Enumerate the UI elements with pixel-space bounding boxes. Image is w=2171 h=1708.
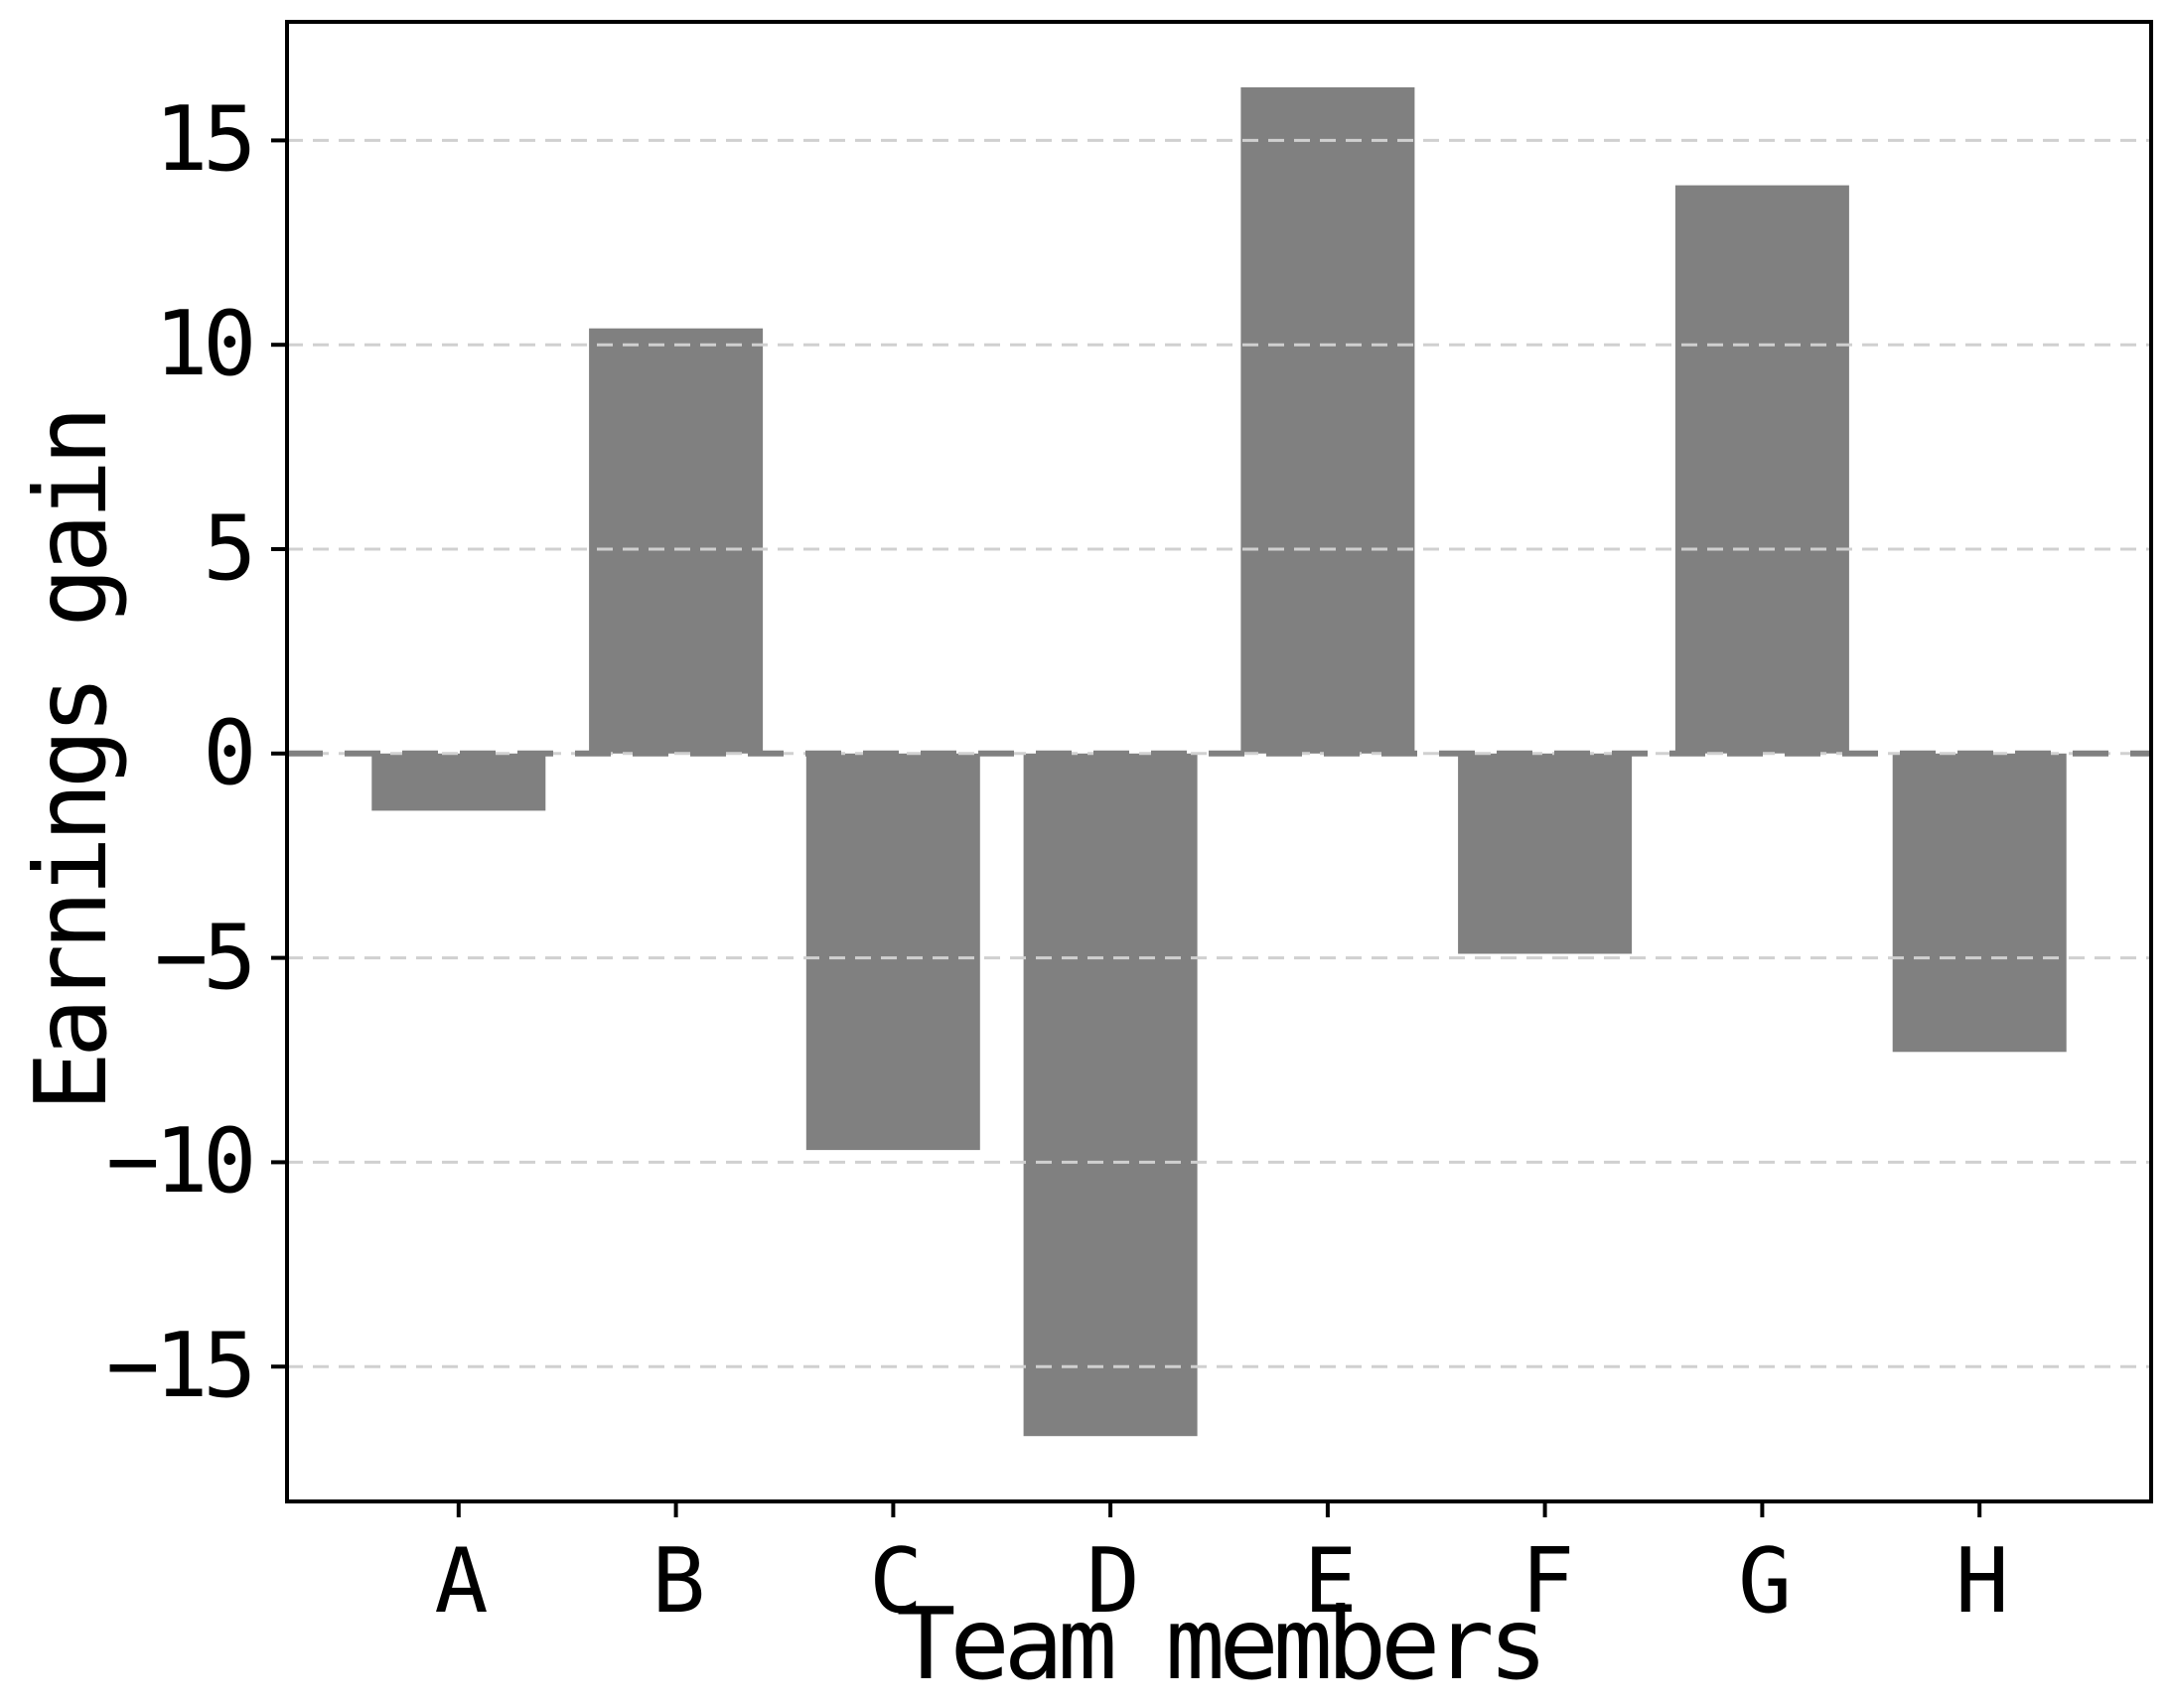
- y-tick-label--5: −5: [154, 905, 256, 1010]
- x-tick-label-G: G: [1737, 1529, 1792, 1634]
- bar-E: [1240, 86, 1415, 754]
- y-tick-label--10: −10: [105, 1109, 257, 1214]
- plot-border: [285, 20, 2153, 1503]
- x-tick-label-E: E: [1303, 1529, 1357, 1634]
- bar-D: [1023, 753, 1198, 1437]
- x-tick-label-H: H: [1954, 1529, 2009, 1634]
- y-tick-label-5: 5: [203, 497, 256, 601]
- x-tick-label-C: C: [868, 1529, 923, 1634]
- x-tick-label-F: F: [1520, 1529, 1574, 1634]
- x-axis-label: Team members: [896, 1586, 1547, 1702]
- x-tick-label-A: A: [434, 1529, 488, 1634]
- bar-G: [1674, 185, 1849, 754]
- y-tick-label-15: 15: [154, 87, 256, 193]
- x-tick-label-B: B: [651, 1529, 705, 1634]
- y-axis-label: Earnings gain: [13, 411, 129, 1112]
- x-tick-label-D: D: [1086, 1529, 1140, 1634]
- bar-C: [805, 753, 980, 1151]
- y-tick-label--15: −15: [105, 1314, 257, 1419]
- y-tick-label-10: 10: [154, 292, 256, 397]
- bar-A: [371, 753, 546, 811]
- y-tick-label-0: 0: [203, 700, 256, 805]
- bar-F: [1458, 753, 1633, 954]
- bar-B: [589, 328, 764, 754]
- bar-H: [1892, 753, 2067, 1053]
